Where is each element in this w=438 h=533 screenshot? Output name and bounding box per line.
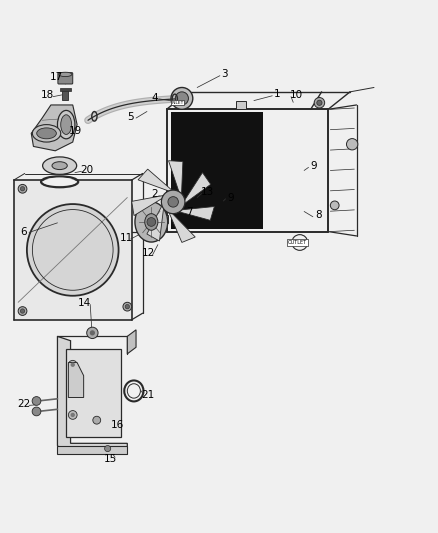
Text: 19: 19 [69,126,82,136]
Polygon shape [68,362,84,398]
Circle shape [71,413,75,417]
FancyBboxPatch shape [60,88,71,92]
Circle shape [20,187,25,191]
Circle shape [27,204,119,296]
Text: 6: 6 [20,227,27,237]
Text: 20: 20 [80,165,93,175]
Text: 15: 15 [104,454,117,464]
Circle shape [93,416,101,424]
Circle shape [20,309,25,313]
Polygon shape [57,446,127,454]
Circle shape [161,190,185,214]
Circle shape [346,139,358,150]
Circle shape [317,100,322,106]
Text: 18: 18 [41,91,54,100]
Polygon shape [127,330,136,354]
Ellipse shape [59,72,72,77]
Circle shape [171,87,193,109]
Text: 9: 9 [311,161,318,171]
Circle shape [32,397,41,405]
Text: 11: 11 [120,233,133,243]
Polygon shape [57,336,127,454]
Text: 22: 22 [17,399,30,409]
Ellipse shape [37,128,57,139]
Circle shape [18,184,27,193]
Circle shape [168,197,178,207]
Text: 21: 21 [141,390,155,400]
Circle shape [32,407,41,416]
Circle shape [330,201,339,210]
Text: OUTLET: OUTLET [288,240,307,245]
Circle shape [147,217,155,227]
FancyBboxPatch shape [14,180,132,320]
Ellipse shape [57,110,75,139]
Text: 9: 9 [227,192,234,203]
Ellipse shape [43,178,76,185]
FancyBboxPatch shape [155,215,168,223]
Circle shape [68,360,77,369]
Circle shape [105,446,111,451]
Circle shape [123,302,132,311]
Text: INLET: INLET [171,101,184,105]
Text: 1: 1 [273,90,280,100]
Polygon shape [179,206,214,220]
Circle shape [68,410,77,419]
Circle shape [71,362,75,367]
Circle shape [125,304,130,309]
Text: 5: 5 [127,112,134,122]
Ellipse shape [135,202,168,242]
Polygon shape [184,173,211,204]
Circle shape [314,98,325,108]
Circle shape [18,306,27,316]
Ellipse shape [42,157,77,174]
Text: 10: 10 [290,91,303,100]
Text: 13: 13 [201,187,214,197]
Polygon shape [31,105,77,151]
FancyBboxPatch shape [58,72,73,84]
Polygon shape [132,196,163,215]
Text: 7: 7 [186,207,193,217]
Circle shape [175,92,188,105]
Ellipse shape [52,161,67,169]
FancyBboxPatch shape [62,90,68,100]
FancyBboxPatch shape [66,350,121,437]
Polygon shape [169,160,183,194]
FancyBboxPatch shape [237,101,246,109]
Circle shape [90,330,95,335]
Polygon shape [138,169,172,191]
Ellipse shape [61,115,72,134]
Text: 12: 12 [141,248,155,259]
Ellipse shape [127,384,141,398]
Ellipse shape [32,125,61,142]
Ellipse shape [145,214,158,230]
Text: 14: 14 [78,298,91,308]
Text: 3: 3 [221,69,228,79]
Text: 4: 4 [151,93,158,102]
Text: 2: 2 [151,189,158,199]
Polygon shape [171,111,263,229]
Polygon shape [169,213,195,243]
Polygon shape [147,205,163,241]
Text: 16: 16 [111,421,124,431]
Text: 17: 17 [49,71,63,82]
Circle shape [87,327,98,338]
Text: 8: 8 [315,211,322,221]
